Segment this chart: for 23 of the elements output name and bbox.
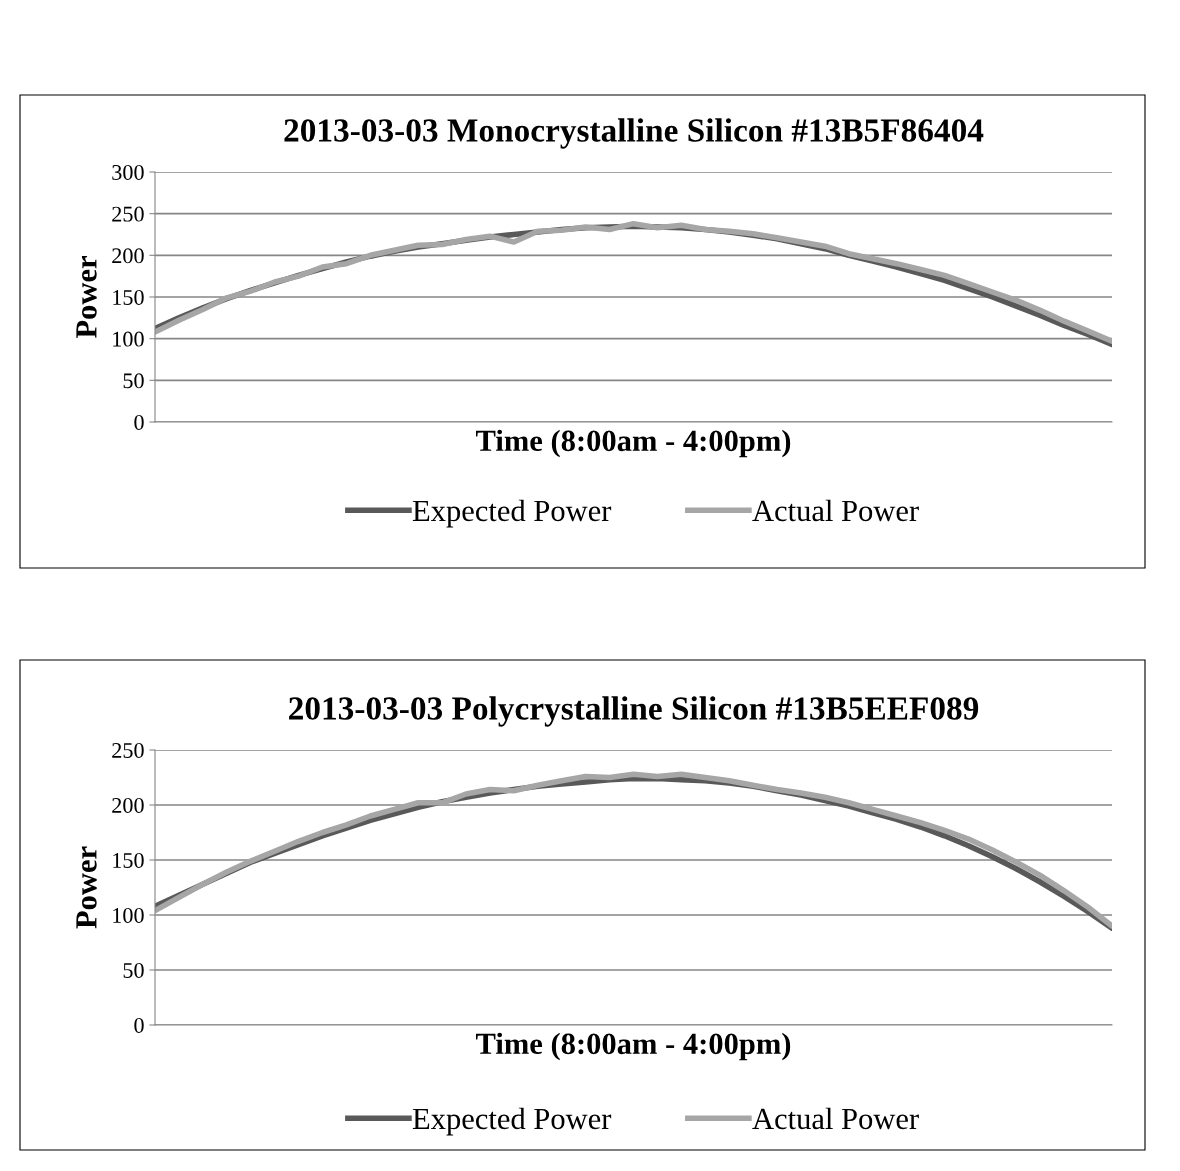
y-tick-label: 150 (113, 852, 144, 868)
y-tick-label: 250 (112, 742, 144, 758)
legend-label: Expected Power (412, 1107, 612, 1136)
legend-label: Expected Power (412, 499, 612, 528)
y-tick-label: 50 (123, 962, 144, 978)
x-axis-title: Time (8:00am - 4:00pm) (475, 429, 791, 458)
y-tick-label: 100 (113, 907, 144, 923)
y-tick-label: 100 (113, 331, 144, 347)
legend-label: Actual Power (752, 499, 919, 522)
chart-title: 2013-03-03 Polycrystalline Silicon #13B5EEF089 (289, 696, 979, 727)
y-tick-label: 150 (113, 289, 144, 305)
legend-label: Actual Power (752, 1107, 919, 1130)
y-axis-title: Power (76, 256, 97, 339)
x-axis-title: Time (8:00am - 4:00pm) (475, 1032, 791, 1061)
y-tick-label: 200 (112, 248, 144, 264)
y-tick-label: 50 (123, 373, 144, 389)
y-tick-label: 0 (134, 1017, 144, 1033)
y-tick-label: 250 (112, 206, 144, 222)
chart-title: 2013-03-03 Monocrystalline Silicon #13B5F86404 (284, 118, 984, 149)
y-tick-label: 0 (134, 414, 144, 430)
y-tick-label: 200 (112, 797, 144, 813)
y-tick-label: 300 (112, 164, 144, 180)
y-axis-title: Power (76, 846, 97, 929)
